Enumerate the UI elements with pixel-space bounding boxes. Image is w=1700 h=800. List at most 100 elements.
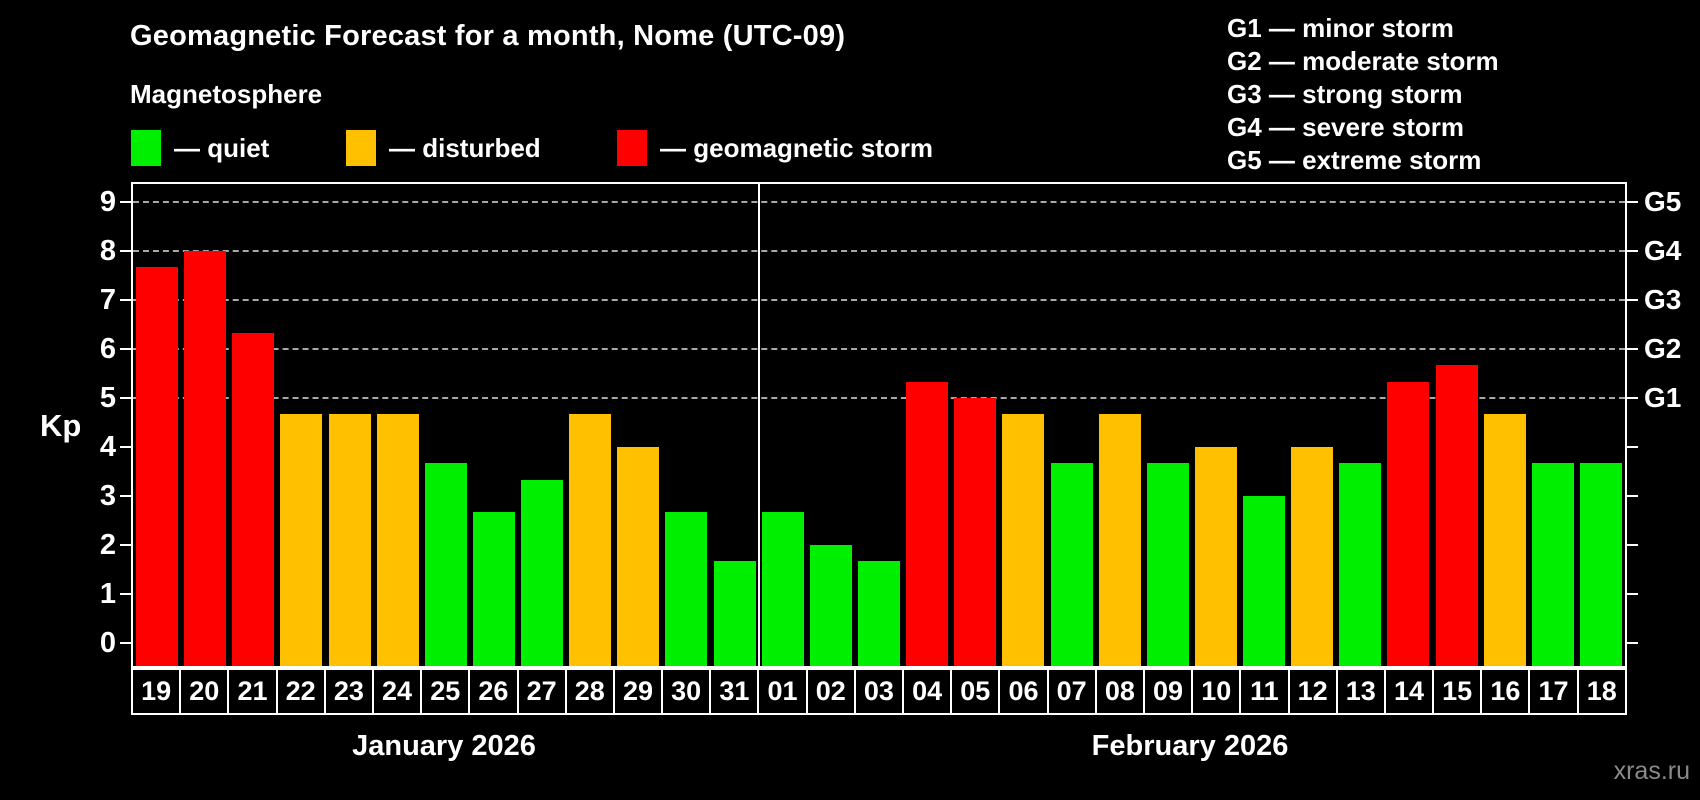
day-label-17: 17 xyxy=(1528,668,1579,715)
grid-line-kp7 xyxy=(133,299,1625,301)
left-tick-7 xyxy=(120,299,131,301)
kp-bar-08 xyxy=(1098,414,1141,666)
left-tick-6 xyxy=(120,348,131,350)
storm-swatch-icon xyxy=(617,130,647,166)
kp-bar-17 xyxy=(1531,463,1574,666)
y-tick-label-8: 8 xyxy=(99,235,116,267)
day-label-03: 03 xyxy=(853,668,904,715)
day-label-09: 09 xyxy=(1142,668,1194,715)
right-tick-1 xyxy=(1627,593,1638,595)
day-label-08: 08 xyxy=(1094,668,1145,715)
y-tick-label-7: 7 xyxy=(99,284,116,316)
left-tick-9 xyxy=(120,201,131,203)
day-label-05: 05 xyxy=(950,668,1001,715)
y-tick-label-6: 6 xyxy=(99,333,116,365)
day-label-30: 30 xyxy=(661,668,712,715)
day-label-25: 25 xyxy=(420,668,471,715)
day-label-01: 01 xyxy=(757,668,808,715)
right-tick-7 xyxy=(1627,299,1638,301)
kp-bar-07 xyxy=(1050,463,1093,666)
g-legend-line: G4 — severe storm xyxy=(1227,112,1465,142)
kp-bar-23 xyxy=(328,414,371,666)
kp-bar-21 xyxy=(232,332,275,666)
legend-item-quiet: — quiet xyxy=(131,129,269,167)
day-label-10: 10 xyxy=(1191,668,1242,715)
kp-bar-14 xyxy=(1387,381,1430,666)
kp-bar-06 xyxy=(1002,414,1045,666)
kp-bar-01 xyxy=(761,512,804,666)
kp-bar-15 xyxy=(1435,365,1478,666)
day-label-21: 21 xyxy=(227,668,278,715)
kp-bar-19 xyxy=(136,267,179,666)
day-label-06: 06 xyxy=(998,668,1049,715)
g-level-label-G1: G1 xyxy=(1644,382,1682,413)
grid-line-kp9 xyxy=(133,201,1625,203)
g-legend-line: G1 — minor storm xyxy=(1227,13,1454,43)
legend-label-storm: — geomagnetic storm xyxy=(660,132,934,163)
day-label-04: 04 xyxy=(902,668,953,715)
kp-bar-16 xyxy=(1483,414,1526,666)
legend-label-quiet: — quiet xyxy=(174,132,270,163)
kp-bar-03 xyxy=(858,561,900,666)
kp-bar-11 xyxy=(1243,496,1286,666)
g-legend-line: G3 — strong storm xyxy=(1227,79,1463,109)
day-label-11: 11 xyxy=(1239,668,1290,715)
left-tick-3 xyxy=(120,495,131,497)
left-tick-4 xyxy=(120,446,131,448)
right-tick-6 xyxy=(1627,348,1638,350)
g-level-label-G3: G3 xyxy=(1644,284,1682,315)
kp-bar-28 xyxy=(569,414,612,666)
y-tick-label-0: 0 xyxy=(99,627,116,659)
day-label-27: 27 xyxy=(516,668,567,715)
grid-line-kp5 xyxy=(133,397,1625,399)
g-level-label-G5: G5 xyxy=(1644,186,1682,217)
kp-bar-24 xyxy=(376,414,419,666)
kp-bar-29 xyxy=(617,447,660,666)
plot-inner xyxy=(133,184,1625,666)
day-labels-row: 19 20 21 22 23 24 25 26 27 28 29 30 31 01 02 03 04 05 06 07… xyxy=(131,668,1627,715)
day-label-31: 31 xyxy=(709,668,760,715)
y-tick-label-2: 2 xyxy=(99,529,116,561)
grid-line-kp6 xyxy=(133,348,1625,350)
right-tick-9 xyxy=(1627,201,1638,203)
kp-bar-02 xyxy=(809,545,852,666)
kp-bar-05 xyxy=(954,398,997,666)
g-legend-line: G2 — moderate storm xyxy=(1227,46,1499,76)
magnetosphere-label: Magnetosphere xyxy=(130,79,323,109)
day-label-19: 19 xyxy=(131,668,182,715)
right-tick-8 xyxy=(1627,250,1638,252)
right-tick-0 xyxy=(1627,642,1638,644)
watermark: xras.ru xyxy=(1613,757,1690,785)
day-label-23: 23 xyxy=(323,668,374,715)
day-label-14: 14 xyxy=(1383,668,1435,715)
y-tick-label-1: 1 xyxy=(99,578,116,610)
right-tick-3 xyxy=(1627,495,1638,497)
month-label-february: February 2026 xyxy=(1091,730,1289,762)
g-scale-legend: G1 — minor storm G2 — moderate storm G3 … xyxy=(1227,12,1499,177)
kp-bar-22 xyxy=(280,414,323,666)
kp-bar-18 xyxy=(1579,463,1622,666)
left-tick-5 xyxy=(120,397,131,399)
day-label-22: 22 xyxy=(275,668,326,715)
y-tick-label-3: 3 xyxy=(99,480,116,512)
day-label-02: 02 xyxy=(805,668,856,715)
day-label-12: 12 xyxy=(1287,668,1338,715)
left-tick-0 xyxy=(120,642,131,644)
kp-bar-27 xyxy=(521,479,564,666)
kp-bar-12 xyxy=(1291,447,1334,666)
g-legend-line: G5 — extreme storm xyxy=(1227,145,1482,175)
kp-bar-10 xyxy=(1194,447,1237,666)
month-divider-line xyxy=(757,184,760,666)
month-label-january: January 2026 xyxy=(352,730,536,762)
day-label-13: 13 xyxy=(1335,668,1386,715)
day-label-18: 18 xyxy=(1576,668,1627,715)
kp-bar-31 xyxy=(713,561,756,666)
kp-bar-20 xyxy=(184,251,227,666)
right-tick-2 xyxy=(1627,544,1638,546)
plot-area xyxy=(131,182,1627,668)
legend-label-disturbed: — disturbed xyxy=(389,132,541,163)
day-label-15: 15 xyxy=(1432,668,1483,715)
day-label-28: 28 xyxy=(564,668,615,715)
g-level-label-G4: G4 xyxy=(1644,235,1682,266)
y-tick-label-9: 9 xyxy=(99,186,116,218)
